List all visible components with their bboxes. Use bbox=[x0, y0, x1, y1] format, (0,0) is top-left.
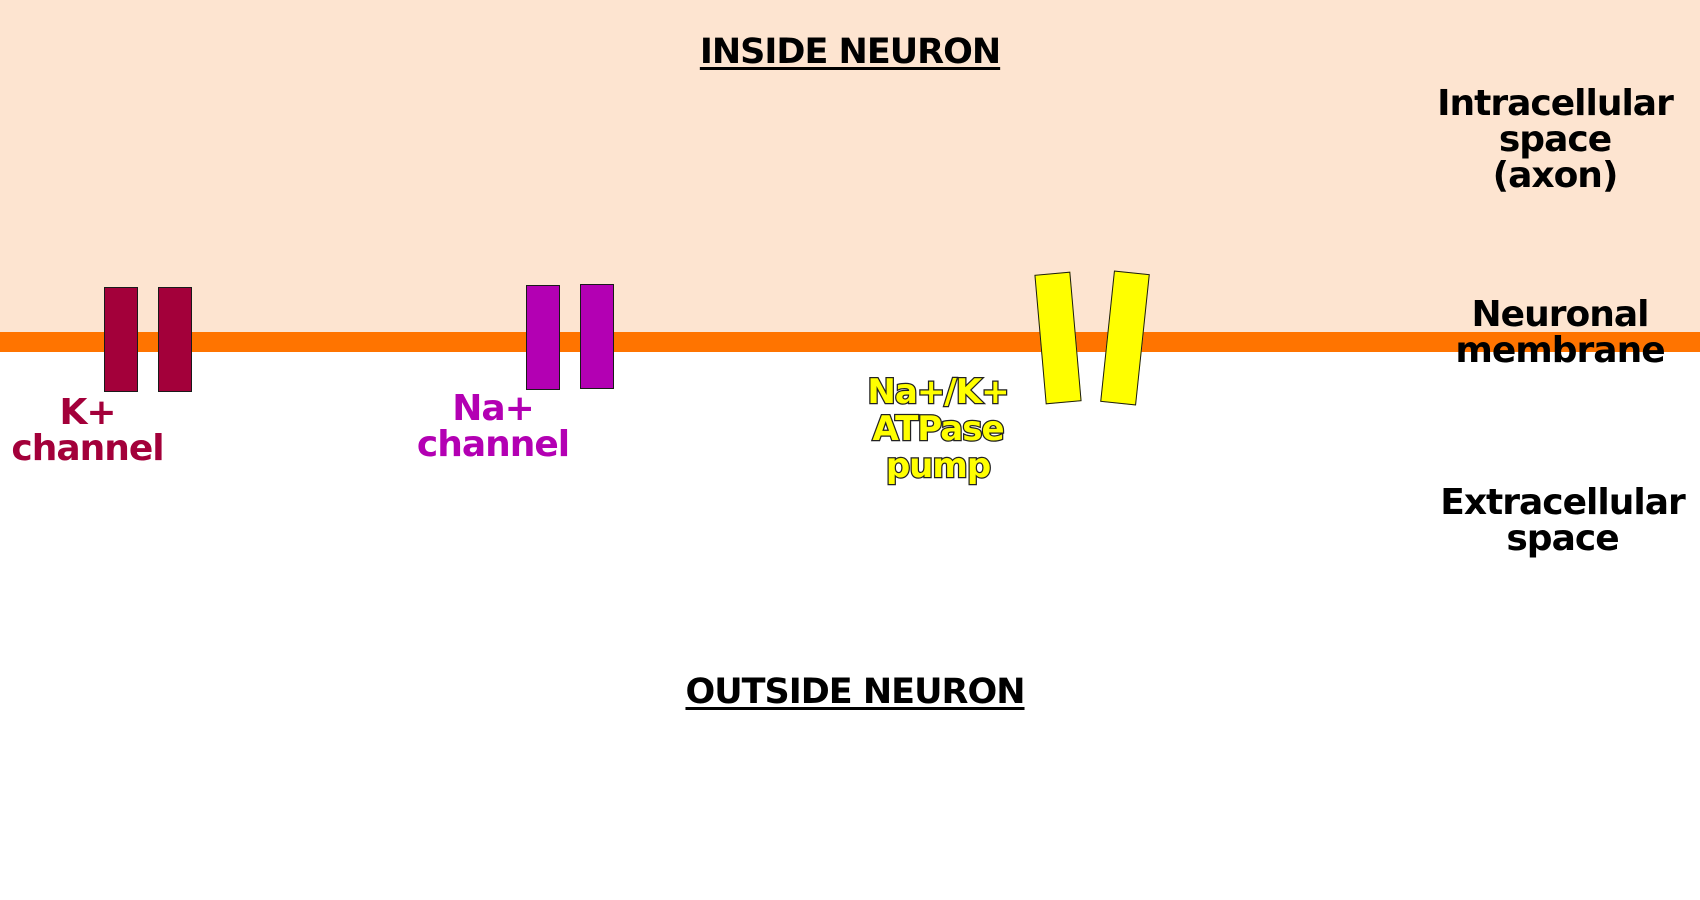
intracellular-space-label: Intracellular space (axon) bbox=[1430, 86, 1680, 194]
extracellular-space-label: Extracellular space bbox=[1430, 485, 1695, 557]
k-channel-label: K+ channel bbox=[5, 395, 170, 467]
intracellular-region bbox=[0, 0, 1700, 335]
na-k-atpase-pump-label: Na+/K+ ATPase pump bbox=[848, 372, 1028, 486]
intracellular-label-line: (axon) bbox=[1492, 155, 1619, 196]
neuronal-membrane-label: Neuronal membrane bbox=[1430, 297, 1690, 369]
intracellular-label-line: space bbox=[1498, 119, 1612, 160]
membrane-label-line: Neuronal bbox=[1471, 294, 1650, 335]
k-channel-subunit-left bbox=[104, 287, 138, 392]
pump-label-line: pump bbox=[885, 446, 993, 486]
na-channel-label: Na+ channel bbox=[408, 391, 578, 463]
na-channel-subunit-left bbox=[526, 285, 560, 390]
k-channel-subunit-right bbox=[158, 287, 192, 392]
outside-neuron-title: OUTSIDE NEURON bbox=[685, 672, 1025, 712]
neuronal-membrane-band bbox=[0, 332, 1700, 352]
k-channel-label-line: channel bbox=[11, 428, 164, 469]
inside-neuron-title: INSIDE NEURON bbox=[699, 32, 1001, 72]
pump-label-line: ATPase bbox=[871, 409, 1006, 449]
na-channel-label-line: Na+ bbox=[452, 388, 535, 429]
extracellular-label-line: space bbox=[1506, 518, 1619, 559]
extracellular-label-line: Extracellular bbox=[1440, 482, 1686, 523]
na-channel-subunit-right bbox=[580, 284, 614, 389]
pump-label-line: Na+/K+ bbox=[866, 372, 1011, 412]
k-channel-label-line: K+ bbox=[59, 392, 116, 433]
intracellular-label-line: Intracellular bbox=[1437, 83, 1674, 124]
na-channel-label-line: channel bbox=[416, 424, 570, 465]
membrane-label-line: membrane bbox=[1455, 330, 1665, 371]
